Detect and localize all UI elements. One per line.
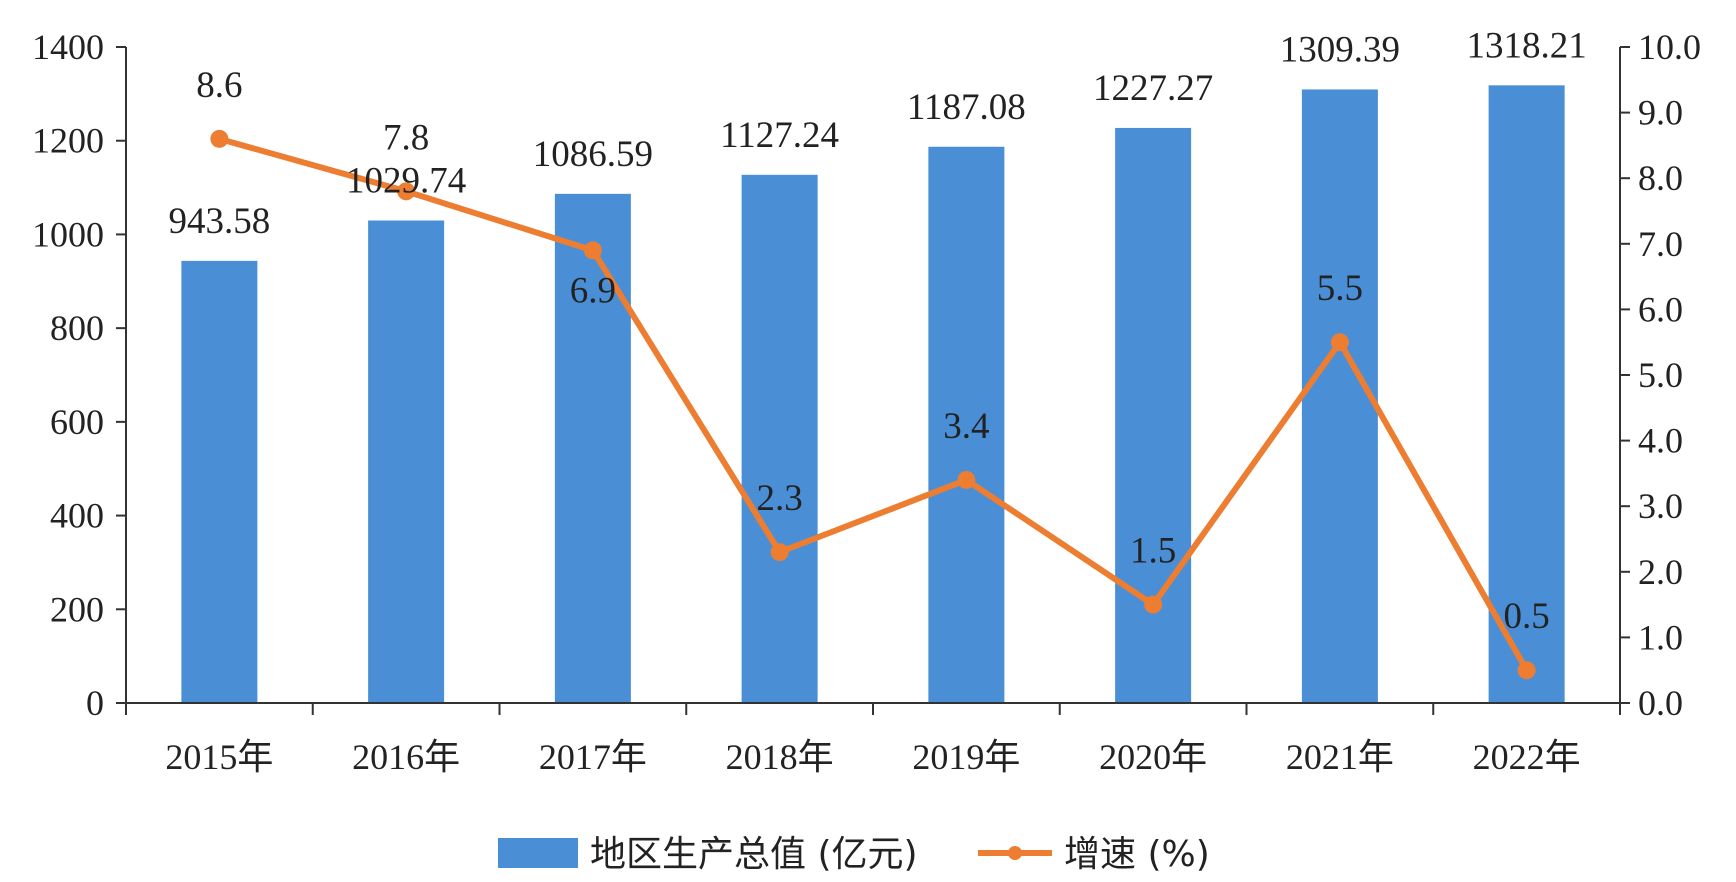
y-right-tick-label: 6.0	[1638, 289, 1683, 329]
growth-value-label: 8.6	[196, 65, 242, 106]
growth-point	[397, 182, 416, 201]
bar	[741, 174, 818, 703]
growth-value-label: 7.8	[383, 117, 429, 158]
axes-layer: 0 200 400 600 800 1000 1200 1400 0.0 1.0 2.0 3.0 4.0…	[32, 27, 1701, 777]
bar-value-label: 1318.21	[1467, 25, 1587, 66]
y-right-tick-label: 8.0	[1638, 158, 1683, 198]
growth-point	[957, 470, 976, 489]
y-right-tick-label: 7.0	[1638, 224, 1683, 264]
y-right-tick-label: 2.0	[1638, 552, 1683, 592]
x-tick-label: 2016年	[352, 737, 460, 777]
y-right-tick-label: 1.0	[1638, 617, 1683, 657]
bar	[1301, 89, 1378, 703]
y-right-tick-label: 9.0	[1638, 93, 1683, 133]
labels-layer: 943.58 1029.74 1086.59 1127.24 1187.08 1227.2…	[169, 25, 1587, 637]
x-tick-label: 2017年	[539, 737, 647, 777]
growth-point	[770, 543, 789, 562]
x-tick-label: 2020年	[1099, 737, 1207, 777]
bar-value-label: 1309.39	[1280, 29, 1400, 70]
legend-line-label: 增速 (%)	[1064, 834, 1210, 875]
y-right-tick-label: 10.0	[1638, 27, 1701, 67]
bar	[368, 220, 445, 703]
y-left-tick-label: 1200	[32, 121, 104, 161]
y-left-tick-label: 200	[50, 589, 104, 629]
bar	[554, 193, 631, 703]
bar	[1115, 127, 1192, 703]
y-left-tick-label: 600	[50, 402, 104, 442]
x-tick-label: 2015年	[165, 737, 273, 777]
y-right-tick-label: 3.0	[1638, 486, 1683, 526]
y-left-tick-label: 0	[86, 683, 104, 723]
bars-layer	[181, 85, 1565, 703]
y-right-tick-label: 5.0	[1638, 355, 1683, 395]
growth-line	[218, 135, 1530, 672]
growth-point	[1517, 661, 1536, 680]
bar-value-label: 1127.24	[720, 115, 839, 156]
bar-value-label: 1086.59	[533, 134, 653, 175]
growth-value-label: 5.5	[1317, 268, 1363, 309]
legend: 地区生产总值 (亿元) 增速 (%)	[498, 834, 1210, 875]
growth-point	[210, 129, 229, 148]
legend-bar-swatch	[498, 838, 578, 868]
bar-value-label: 943.58	[169, 201, 271, 242]
growth-value-label: 3.4	[943, 406, 989, 447]
line-layer	[210, 129, 1536, 680]
y-right-tick-label: 0.0	[1638, 683, 1683, 723]
growth-value-label: 0.5	[1504, 596, 1550, 637]
growth-point	[1330, 333, 1349, 352]
x-tick-label: 2018年	[726, 737, 834, 777]
growth-value-label: 2.3	[757, 478, 803, 519]
y-left-tick-label: 1400	[32, 27, 104, 67]
bar	[928, 146, 1005, 703]
growth-value-label: 1.5	[1130, 531, 1176, 572]
bar-value-label: 1187.08	[907, 87, 1026, 128]
growth-point	[1144, 595, 1163, 614]
bar	[1488, 85, 1565, 703]
x-tick-label: 2019年	[912, 737, 1020, 777]
y-left-tick-label: 800	[50, 308, 104, 348]
bar-value-label: 1029.74	[346, 160, 466, 201]
y-left-tick-label: 1000	[32, 214, 104, 254]
legend-line-marker	[1008, 846, 1022, 860]
y-left-tick-label: 400	[50, 496, 104, 536]
x-tick-label: 2021年	[1286, 737, 1394, 777]
bar-value-label: 1227.27	[1093, 68, 1213, 109]
growth-value-label: 6.9	[570, 270, 616, 311]
legend-bar-label: 地区生产总值 (亿元)	[590, 834, 918, 875]
bar	[181, 260, 258, 703]
y-right-tick-label: 4.0	[1638, 421, 1683, 461]
x-tick-label: 2022年	[1473, 737, 1581, 777]
growth-point	[583, 241, 602, 260]
